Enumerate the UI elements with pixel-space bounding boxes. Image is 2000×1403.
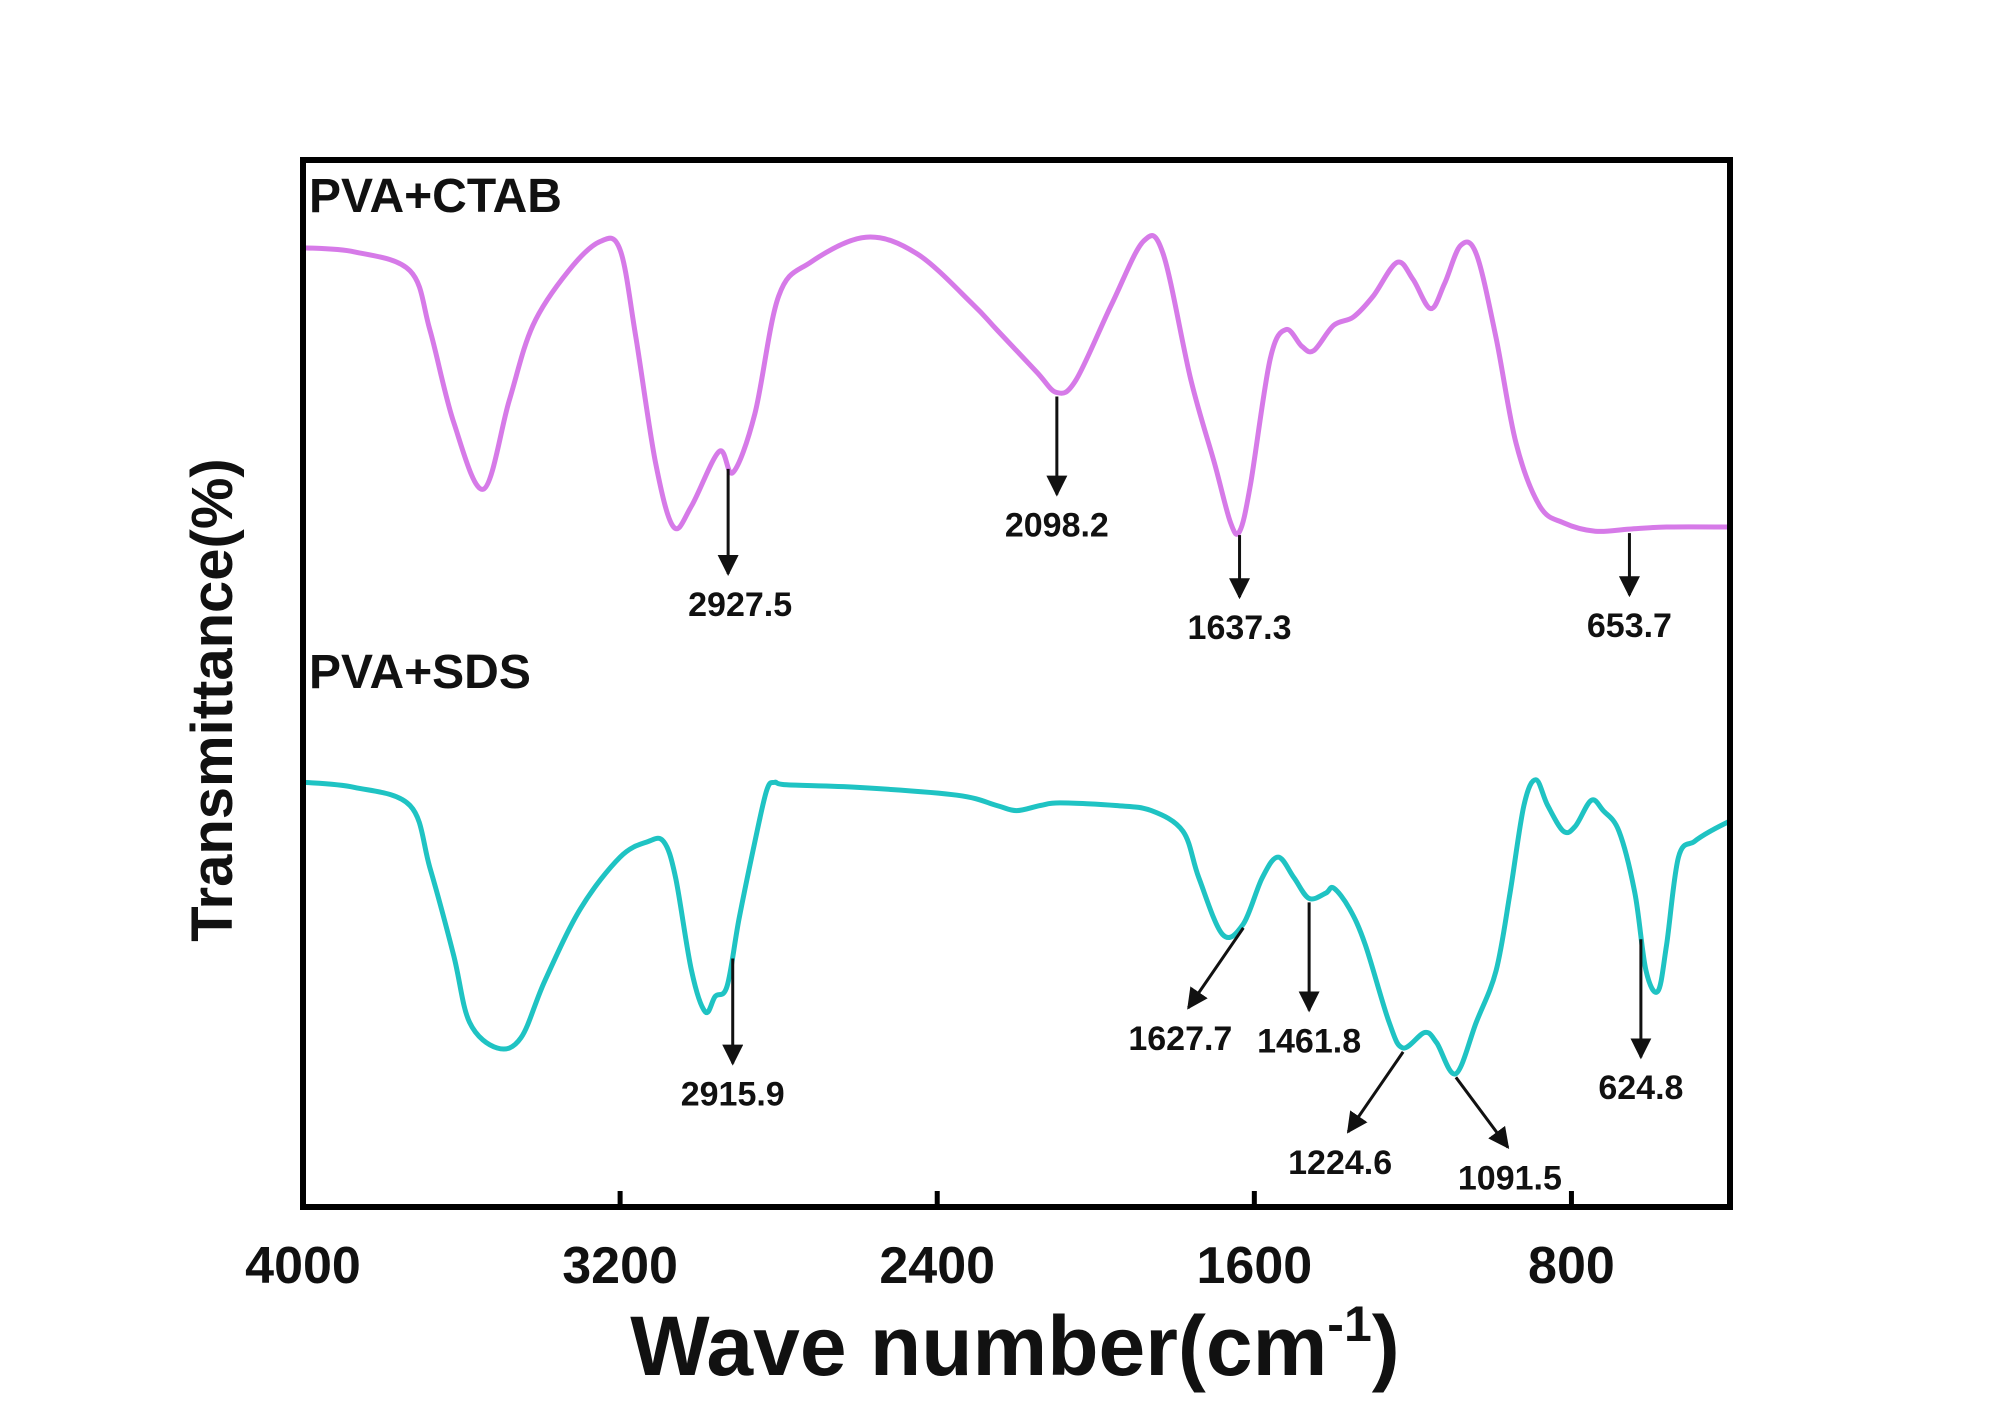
plot-frame [300,157,1733,1210]
series-layer [300,233,1733,1077]
x-tick-label-2400: 2400 [879,1237,995,1295]
series-label-pva-sds: PVA+SDS [309,646,531,699]
peak-label-1224-6: 1224.6 [1288,1144,1392,1182]
x-axis-title-superscript: -1 [1327,1296,1371,1352]
series-line-pva-ctab [300,233,1733,537]
x-axis-title-close: ) [1372,1299,1400,1393]
x-tick-label-1600: 1600 [1196,1237,1312,1295]
peak-label-1627-7: 1627.7 [1128,1020,1232,1058]
peak-label-1091-5: 1091.5 [1458,1159,1562,1197]
peak-label-624-8: 624.8 [1598,1069,1683,1107]
y-axis-title: Transmittance(%) [180,458,245,941]
peak-arrow-1224-6 [1346,1051,1405,1134]
peak-arrow-1091-5 [1454,1076,1510,1149]
series-label-pva-ctab: PVA+CTAB [309,170,562,223]
peak-label-2098-2: 2098.2 [1005,507,1109,545]
series-label-layer: PVA+CTAB PVA+SDS [309,170,562,699]
tick-layer: 4000 3200 2400 1600 800 [245,1191,1615,1295]
peak-label-1637-3: 1637.3 [1188,609,1292,647]
peak-label-2915-9: 2915.9 [681,1076,785,1114]
peak-label-2927-5: 2927.5 [688,586,792,624]
x-tick-label-3200: 3200 [562,1237,678,1295]
peak-label-1461-8: 1461.8 [1257,1022,1361,1060]
series-line-pva-sds [300,777,1733,1077]
x-tick-label-4000: 4000 [245,1237,361,1295]
peak-arrow-1627-7 [1187,927,1245,1010]
x-axis-title-main: Wave number(cm [630,1299,1327,1393]
annotation-layer: 2927.5 2098.2 1637.3 653.7 2915.9 1627.7 1461.… [681,396,1683,1197]
peak-label-653-7: 653.7 [1587,607,1672,645]
x-axis-title: Wave number(cm-1) [630,1296,1400,1393]
x-tick-label-800: 800 [1528,1237,1615,1295]
